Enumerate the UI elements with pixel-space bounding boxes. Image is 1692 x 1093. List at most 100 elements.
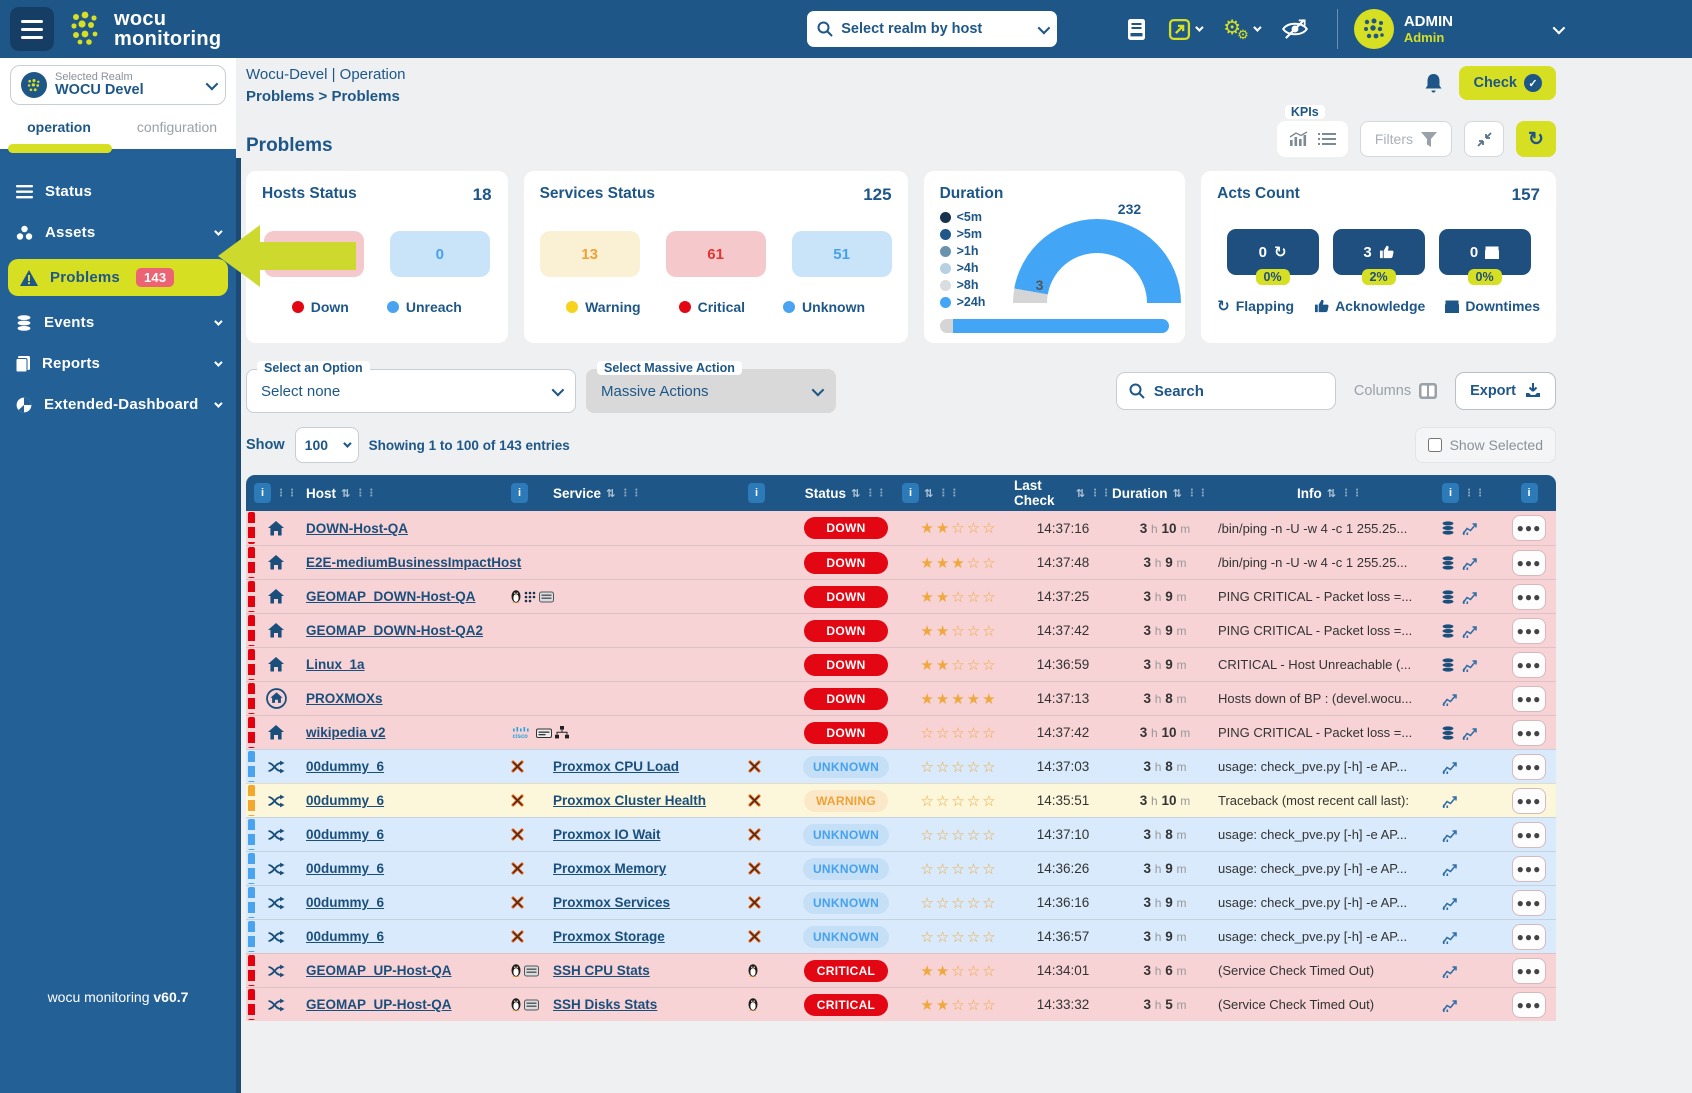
row-actions-button[interactable]: ●●● [1512,958,1546,984]
column-info-icon[interactable]: i [511,483,528,503]
table-row[interactable]: GEOMAP_UP-Host-QA SSH Disks Stats CRITIC… [246,987,1556,1021]
table-row[interactable]: 00dummy_6 Proxmox Cluster Health WARNING… [246,783,1556,817]
sort-icon[interactable]: ⇅ [851,487,860,500]
drag-handle[interactable]: ⋮⋮ [938,488,960,499]
table-row[interactable]: 00dummy_6 Proxmox Memory UNKNOWN ☆☆☆☆☆ 1… [246,851,1556,885]
table-row[interactable]: Linux_1a DOWN ★★☆☆☆ 14:36:59 3 h 9 m CRI… [246,647,1556,681]
db-icon[interactable] [1442,521,1454,535]
host-link[interactable]: GEOMAP_UP-Host-QA [306,963,452,978]
chart-icon[interactable] [1462,658,1479,672]
breadcrumb-path[interactable]: Problems > Problems [246,88,406,105]
db-icon[interactable] [1442,590,1454,604]
column-header-service[interactable]: Service [553,486,601,501]
drag-handle[interactable]: ⋮⋮ [355,488,377,499]
refresh-button[interactable]: ↻ [1516,121,1556,157]
table-search[interactable] [1116,372,1336,410]
row-actions-button[interactable]: ●●● [1512,686,1546,712]
collapse-button[interactable] [1464,121,1504,157]
column-info-icon[interactable]: i [748,483,765,503]
host-link[interactable]: GEOMAP_UP-Host-QA [306,997,452,1012]
sidebar-item-problems[interactable]: Problems 143 [8,259,228,296]
drag-handle[interactable]: ⋮⋮ [620,488,642,499]
host-link[interactable]: 00dummy_6 [306,827,384,842]
host-link[interactable]: GEOMAP_DOWN-Host-QA [306,589,476,604]
chart-icon[interactable] [1462,556,1479,570]
docs-icon[interactable] [1127,18,1146,41]
row-actions-button[interactable]: ●●● [1512,652,1546,678]
export-button[interactable]: Export [1455,372,1556,410]
row-actions-button[interactable]: ●●● [1512,992,1546,1018]
search-input[interactable] [1154,383,1304,400]
chart-icon[interactable] [1462,590,1479,604]
column-header-status[interactable]: Status [805,486,846,501]
columns-button[interactable]: Columns [1354,383,1437,399]
host-link[interactable]: 00dummy_6 [306,929,384,944]
host-link[interactable]: DOWN-Host-QA [306,521,408,536]
chart-icon[interactable] [1442,692,1459,706]
drag-handle[interactable]: ⋮⋮ [276,488,298,499]
sort-icon[interactable]: ⇅ [924,487,933,500]
row-actions-button[interactable]: ●●● [1512,856,1546,882]
host-link[interactable]: 00dummy_6 [306,759,384,774]
table-row[interactable]: 00dummy_6 Proxmox IO Wait UNKNOWN ☆☆☆☆☆ … [246,817,1556,851]
row-actions-button[interactable]: ●●● [1512,550,1546,576]
drag-handle[interactable]: ⋮⋮ [1090,488,1112,499]
services-status-box-unknown[interactable]: 51 [792,231,892,277]
sort-icon[interactable]: ⇅ [1173,487,1182,500]
drag-handle[interactable]: ⋮⋮ [865,488,887,499]
db-icon[interactable] [1442,726,1454,740]
row-actions-button[interactable]: ●●● [1512,822,1546,848]
row-actions-button[interactable]: ●●● [1512,754,1546,780]
table-row[interactable]: GEOMAP_DOWN-Host-QA2 DOWN ★★☆☆☆ 14:37:42… [246,613,1556,647]
chart-icon[interactable] [1442,794,1459,808]
db-icon[interactable] [1442,624,1454,638]
chart-icon[interactable] [1462,521,1479,535]
services-status-box-critical[interactable]: 61 [666,231,766,277]
table-row[interactable]: DOWN-Host-QA DOWN ★★☆☆☆ 14:37:16 3 h 10 … [246,511,1556,545]
sidebar-item-reports[interactable]: Reports [0,343,236,384]
sidebar-item-status[interactable]: Status [0,171,236,212]
external-link-icon[interactable] [1168,18,1201,41]
host-link[interactable]: wikipedia v2 [306,725,386,740]
tab-configuration[interactable]: configuration [118,105,236,149]
column-info-icon[interactable]: i [1521,483,1538,503]
hamburger-menu-button[interactable] [10,7,54,51]
show-selected-toggle[interactable]: Show Selected [1415,427,1556,463]
service-link[interactable]: Proxmox Memory [553,861,666,876]
chart-icon[interactable] [1442,828,1459,842]
kpi-chart-view-icon[interactable] [1289,131,1308,147]
drag-handle[interactable]: ⋮⋮ [1187,488,1209,499]
db-icon[interactable] [1442,658,1454,672]
service-link[interactable]: SSH Disks Stats [553,997,657,1012]
drag-handle[interactable]: ⋮⋮ [1464,488,1486,499]
chart-icon[interactable] [1442,896,1459,910]
kpi-list-view-icon[interactable] [1318,132,1336,146]
column-info-icon[interactable]: i [254,483,271,503]
column-header-last-check[interactable]: Last Check [1014,478,1071,508]
row-actions-button[interactable]: ●●● [1512,788,1546,814]
row-actions-button[interactable]: ●●● [1512,890,1546,916]
table-row[interactable]: 00dummy_6 Proxmox CPU Load UNKNOWN ☆☆☆☆☆… [246,749,1556,783]
services-gears-icon[interactable]: ⚙⚙ [1223,18,1259,41]
sort-icon[interactable]: ⇅ [1076,487,1085,500]
show-selected-checkbox[interactable] [1428,438,1442,452]
tab-operation[interactable]: operation [0,105,118,149]
chart-icon[interactable] [1442,998,1459,1012]
hosts-status-box-unreach[interactable]: 0 [390,231,490,277]
table-row[interactable]: E2E-mediumBusinessImpactHost DOWN ★★★☆☆ … [246,545,1556,579]
row-actions-button[interactable]: ●●● [1512,618,1546,644]
row-actions-button[interactable]: ●●● [1512,720,1546,746]
table-row[interactable]: PROXMOXs DOWN ★★★★★ 14:37:13 3 h 8 m Hos… [246,681,1556,715]
table-row[interactable]: GEOMAP_DOWN-Host-QA DOWN ★★☆☆☆ 14:37:25 … [246,579,1556,613]
row-actions-button[interactable]: ●●● [1512,924,1546,950]
service-link[interactable]: Proxmox CPU Load [553,759,679,774]
drag-handle[interactable]: ⋮⋮ [1341,488,1363,499]
service-link[interactable]: Proxmox Cluster Health [553,793,706,808]
sidebar-item-assets[interactable]: Assets [0,212,236,253]
check-button[interactable]: Check ✓ [1459,66,1556,100]
service-link[interactable]: SSH CPU Stats [553,963,650,978]
table-row[interactable]: GEOMAP_UP-Host-QA SSH CPU Stats CRITICAL… [246,953,1556,987]
sidebar-item-extended-dashboard[interactable]: Extended-Dashboard [0,384,236,425]
host-link[interactable]: Linux_1a [306,657,365,672]
breadcrumb-realm[interactable]: Wocu-Devel | Operation [246,66,406,83]
